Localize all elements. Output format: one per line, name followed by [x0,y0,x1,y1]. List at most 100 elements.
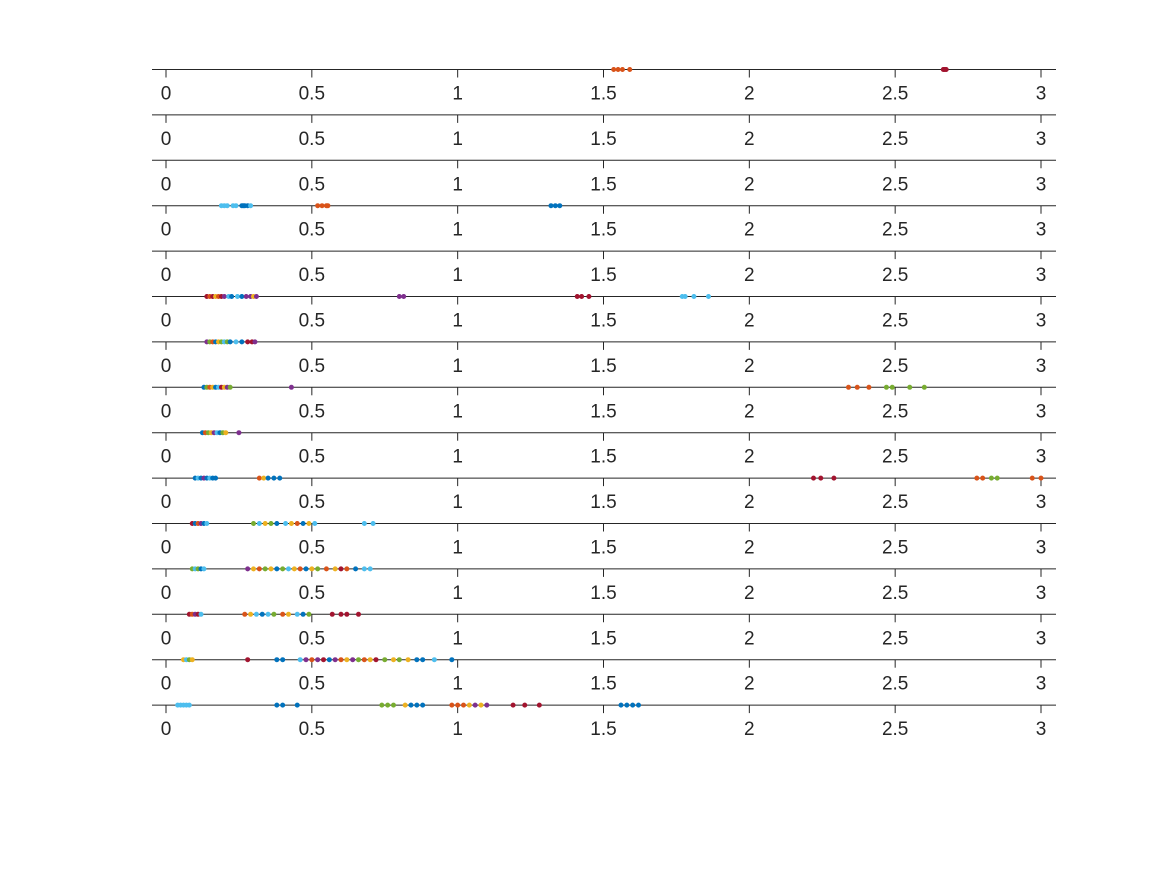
data-point [245,566,251,572]
data-point [408,702,414,708]
data-point [705,293,711,299]
data-point [449,657,455,663]
data-point [280,566,286,572]
data-point [294,702,300,708]
data-point [239,293,245,299]
x-tick-label: 2 [744,628,755,649]
data-point [253,293,259,299]
x-tick-label: 0.5 [299,401,325,422]
data-point [396,657,402,663]
x-tick-label: 2.5 [882,674,908,695]
data-point [274,702,280,708]
data-point [449,702,455,708]
data-point [682,293,688,299]
strip-axis-6: 0 0.5 1 1.5 2 2.5 3 [152,296,1056,332]
data-point [288,520,294,526]
x-tick-label: 0.5 [299,174,325,195]
data-point [256,520,262,526]
x-tick-label: 0 [161,84,172,105]
data-point [548,203,554,209]
strip-axis-12: 0 0.5 1 1.5 2 2.5 3 [152,568,1056,604]
x-tick-label: 3 [1036,492,1047,513]
data-point [239,339,245,345]
x-tick-label: 0 [161,628,172,649]
x-tick-label: 2.5 [882,311,908,332]
data-point [271,611,277,617]
x-tick-label: 0.5 [299,719,325,740]
data-point [259,611,265,617]
data-point [315,203,321,209]
x-tick-label: 1 [452,447,463,468]
x-tick-label: 1.5 [590,628,616,649]
strip-axis-4: 0 0.5 1 1.5 2 2.5 3 [152,205,1056,241]
x-tick-label: 2.5 [882,447,908,468]
data-point [271,475,277,481]
x-tick-label: 0 [161,356,172,377]
data-point [306,520,312,526]
points-layer [175,67,1044,708]
data-point [251,520,257,526]
x-tick-label: 3 [1036,84,1047,105]
data-point [201,566,207,572]
data-point [536,702,542,708]
x-tick-label: 1.5 [590,220,616,241]
x-tick-label: 1.5 [590,447,616,468]
x-tick-label: 1 [452,129,463,150]
data-point [619,67,625,73]
x-tick-label: 0.5 [299,583,325,604]
x-tick-label: 3 [1036,129,1047,150]
data-point [315,657,321,663]
data-point [484,702,490,708]
data-point [280,657,286,663]
data-point [818,475,824,481]
x-tick-label: 1 [452,628,463,649]
strip-axis-11: 0 0.5 1 1.5 2 2.5 3 [152,523,1056,559]
data-point [350,657,356,663]
data-point [921,384,927,390]
data-point [323,566,329,572]
x-tick-label: 0.5 [299,129,325,150]
strip-axis-10: 0 0.5 1 1.5 2 2.5 3 [152,477,1056,513]
x-tick-label: 1 [452,311,463,332]
x-tick-label: 0 [161,220,172,241]
x-tick-label: 1.5 [590,538,616,559]
data-point [510,702,516,708]
data-point [245,657,251,663]
x-tick-label: 3 [1036,447,1047,468]
x-tick-label: 1.5 [590,674,616,695]
data-point [579,293,585,299]
x-tick-label: 3 [1036,674,1047,695]
data-point [233,203,239,209]
strip-axis-13: 0 0.5 1 1.5 2 2.5 3 [152,613,1056,649]
data-point [344,657,350,663]
x-tick-label: 2 [744,538,755,559]
data-point [236,430,242,436]
data-point [866,384,872,390]
x-tick-label: 3 [1036,583,1047,604]
x-tick-label: 1.5 [590,174,616,195]
data-point [233,339,239,345]
data-point [204,520,210,526]
x-tick-label: 0 [161,174,172,195]
x-tick-label: 2 [744,84,755,105]
data-point [256,475,262,481]
data-point [390,657,396,663]
x-tick-label: 3 [1036,538,1047,559]
x-tick-label: 1 [452,583,463,604]
data-point [586,293,592,299]
strip-axis-8: 0 0.5 1 1.5 2 2.5 3 [152,386,1056,422]
x-tick-label: 1.5 [590,265,616,286]
x-tick-label: 2 [744,492,755,513]
data-point [189,657,195,663]
x-tick-label: 0 [161,583,172,604]
data-point [262,566,268,572]
x-tick-label: 2.5 [882,401,908,422]
data-point [627,67,633,73]
strip-axis-1: 0 0.5 1 1.5 2 2.5 3 [152,69,1056,105]
x-tick-label: 2 [744,583,755,604]
strip-axis-9: 0 0.5 1 1.5 2 2.5 3 [152,432,1056,468]
data-point [248,611,254,617]
x-tick-label: 0.5 [299,84,325,105]
strip-axis-2: 0 0.5 1 1.5 2 2.5 3 [152,114,1056,150]
x-tick-label: 0.5 [299,265,325,286]
